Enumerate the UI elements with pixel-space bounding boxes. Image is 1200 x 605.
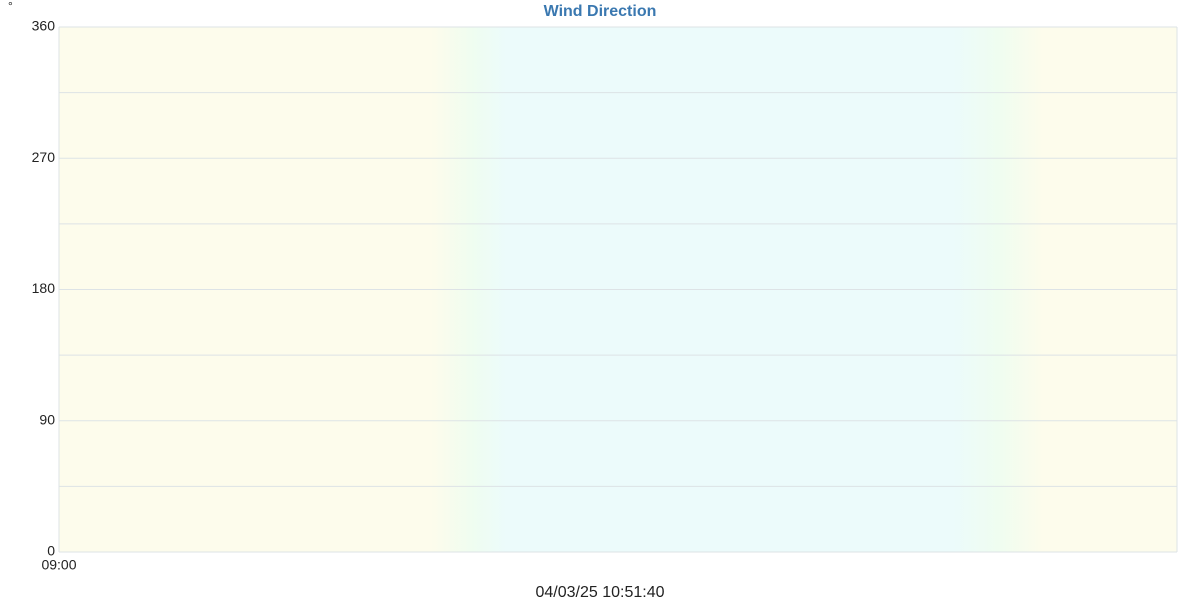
y-tick-label: 90 [39, 411, 55, 427]
y-tick-label: 270 [32, 149, 56, 165]
chart-title: Wind Direction [544, 3, 657, 20]
y-tick-label: 0 [47, 543, 55, 559]
y-tick-label: 180 [32, 280, 56, 296]
x-axis-label: 04/03/25 10:51:40 [535, 584, 664, 600]
x-tick-label: 09:00 [41, 557, 76, 573]
unit-label: ° [8, 0, 13, 13]
y-tick-label: 360 [32, 18, 56, 34]
